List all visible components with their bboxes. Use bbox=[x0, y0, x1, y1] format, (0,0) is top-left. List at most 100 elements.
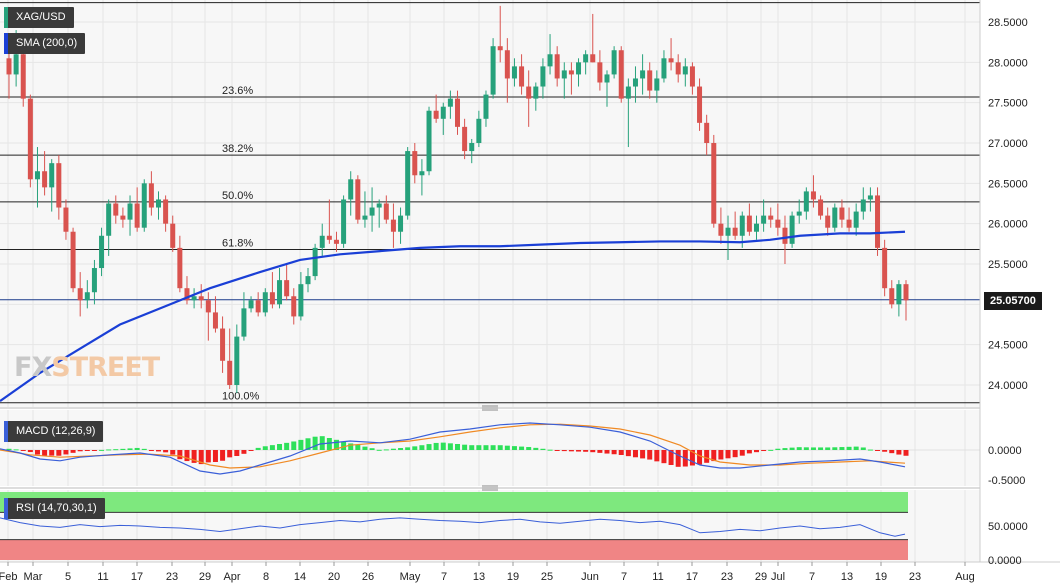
current-price-tag: 25.05700 bbox=[984, 292, 1042, 310]
candle-body bbox=[704, 122, 710, 143]
x-tick-label: Feb bbox=[0, 571, 17, 583]
macd-hist-bar bbox=[220, 450, 226, 461]
candle-body bbox=[618, 50, 624, 99]
candle-body bbox=[234, 336, 240, 385]
macd-hist-bar bbox=[348, 443, 354, 450]
candle-body bbox=[255, 300, 261, 313]
macd-hist-bar bbox=[269, 445, 275, 450]
candle-body bbox=[341, 199, 347, 244]
macd-hist-bar bbox=[106, 449, 112, 451]
symbol-label: XAG/USD bbox=[16, 11, 66, 23]
macd-hist-bar bbox=[234, 450, 240, 457]
macd-hist-bar bbox=[846, 446, 852, 450]
candle-body bbox=[447, 98, 453, 107]
macd-hist-bar bbox=[369, 448, 375, 450]
candle-body bbox=[832, 207, 838, 228]
candle-body bbox=[390, 219, 396, 232]
x-tick-label: 29 bbox=[199, 571, 211, 583]
x-tick-label: 7 bbox=[441, 571, 447, 583]
x-tick-label: 8 bbox=[263, 571, 269, 583]
y-tick-label: 25.5000 bbox=[988, 259, 1028, 271]
candle-body bbox=[63, 207, 69, 232]
macd-hist-bar bbox=[732, 450, 738, 458]
macd-hist-bar bbox=[789, 447, 795, 450]
macd-hist-bar bbox=[440, 442, 446, 450]
macd-hist-bar bbox=[632, 450, 638, 458]
macd-hist-bar bbox=[91, 450, 97, 451]
rsi-label: RSI (14,70,30,1) bbox=[16, 502, 97, 514]
macd-panel-bg bbox=[0, 410, 980, 486]
candle-body bbox=[141, 183, 147, 228]
candle-body bbox=[789, 215, 795, 244]
rsi-tick-label: 50.0000 bbox=[988, 521, 1028, 533]
chart-background bbox=[0, 0, 980, 562]
x-tick-label: 13 bbox=[841, 571, 853, 583]
candle-body bbox=[533, 86, 539, 99]
macd-hist-bar bbox=[711, 450, 717, 462]
candle-body bbox=[568, 70, 574, 75]
macd-hist-bar bbox=[867, 449, 873, 451]
candle-body bbox=[348, 179, 354, 200]
candle-body bbox=[326, 235, 332, 240]
macd-hist-bar bbox=[305, 438, 311, 450]
candle-body bbox=[34, 171, 40, 180]
macd-hist-bar bbox=[554, 450, 560, 451]
macd-hist-bar bbox=[198, 450, 204, 465]
macd-hist-bar bbox=[355, 445, 361, 450]
macd-hist-bar bbox=[447, 443, 453, 450]
sma-line bbox=[0, 230, 906, 403]
candle-body bbox=[362, 215, 368, 220]
macd-hist-bar bbox=[13, 449, 19, 451]
x-tick-label: 5 bbox=[65, 571, 71, 583]
candle-body bbox=[20, 54, 26, 99]
x-tick-label: 7 bbox=[621, 571, 627, 583]
macd-hist-bar bbox=[497, 445, 503, 450]
candle-body bbox=[99, 235, 105, 269]
macd-hist-bar bbox=[63, 450, 69, 455]
macd-tick-label: 0.0000 bbox=[988, 445, 1022, 457]
fib-label: 23.6% bbox=[222, 85, 253, 97]
macd-tag[interactable]: MACD (12,26,9) bbox=[4, 421, 104, 442]
macd-hist-bar bbox=[184, 450, 190, 462]
candle-body bbox=[191, 296, 197, 301]
candle-body bbox=[27, 98, 33, 180]
candle-body bbox=[455, 98, 460, 127]
macd-hist-bar bbox=[419, 445, 425, 450]
rsi-tag[interactable]: RSI (14,70,30,1) bbox=[4, 498, 105, 519]
sma-tag[interactable]: SMA (200,0) bbox=[4, 33, 86, 54]
candle-body bbox=[511, 66, 517, 79]
macd-hist-bar bbox=[170, 450, 176, 455]
x-tick-label: Apr bbox=[223, 571, 240, 583]
candle-body bbox=[419, 171, 425, 176]
macd-hist-bar bbox=[661, 450, 667, 464]
macd-hist-bar bbox=[483, 445, 489, 450]
candle-body bbox=[682, 66, 688, 75]
candle-body bbox=[298, 284, 304, 317]
macd-hist-bar bbox=[70, 450, 76, 453]
macd-hist-bar bbox=[205, 450, 211, 463]
candle-body bbox=[839, 207, 845, 220]
candle-body bbox=[519, 66, 525, 87]
macd-hist-bar bbox=[654, 450, 660, 462]
candle-body bbox=[398, 215, 404, 232]
macd-hist-bar bbox=[34, 450, 40, 455]
x-tick-label: Mar bbox=[24, 571, 43, 583]
candle-body bbox=[583, 54, 589, 63]
candle-body bbox=[177, 247, 183, 289]
candle-body bbox=[497, 46, 503, 51]
x-tick-label: 23 bbox=[166, 571, 178, 583]
macd-hist-bar bbox=[362, 446, 368, 450]
candle-body bbox=[84, 292, 90, 301]
candle-body bbox=[220, 328, 226, 361]
macd-hist-bar bbox=[134, 447, 140, 450]
x-tick-label: 11 bbox=[652, 571, 663, 583]
candle-body bbox=[148, 183, 154, 208]
symbol-tag[interactable]: XAG/USD bbox=[4, 7, 74, 28]
candle-body bbox=[49, 163, 55, 188]
macd-hist-bar bbox=[298, 439, 304, 450]
candle-body bbox=[725, 227, 731, 236]
candle-body bbox=[262, 292, 268, 313]
candle-body bbox=[732, 227, 738, 236]
candle-body bbox=[156, 199, 161, 208]
macd-hist-bar bbox=[27, 450, 33, 453]
